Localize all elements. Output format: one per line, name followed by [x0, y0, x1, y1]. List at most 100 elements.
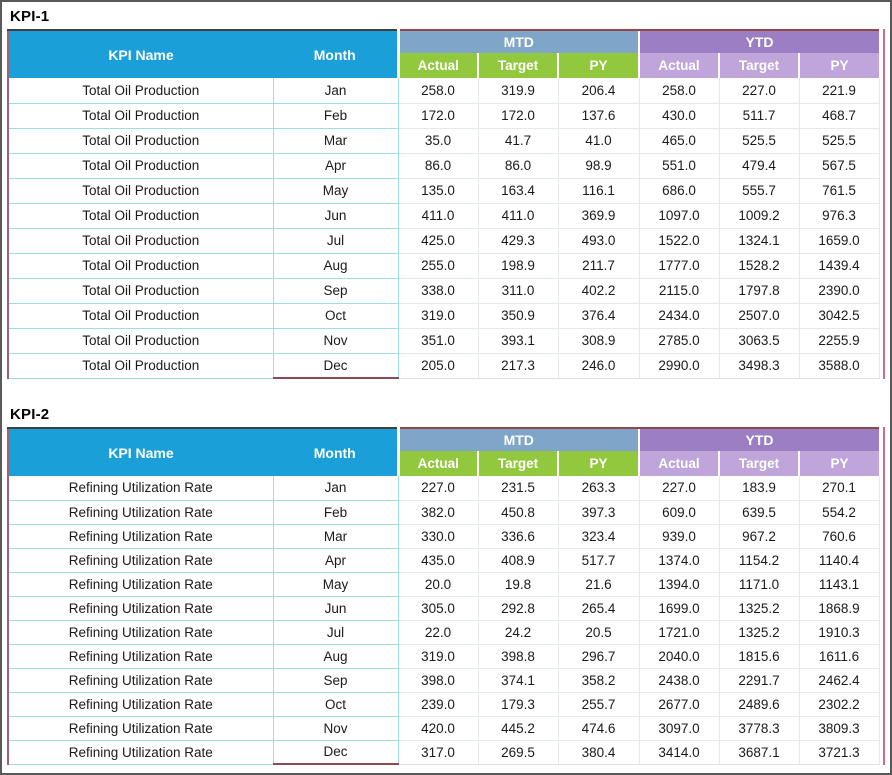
table-row: Total Oil Production Feb 172.0 172.0 137.6 43…	[8, 103, 880, 129]
kpi-name-cell: Refining Utilization Rate	[8, 668, 274, 693]
value-cell: 258.0	[398, 78, 479, 104]
value-cell: 3498.3	[719, 353, 800, 379]
kpi-1-table: KPI Name Month MTD YTD Actual Target PY …	[7, 29, 880, 379]
value-cell: 939.0	[639, 524, 720, 549]
table-row: Refining Utilization Rate May 20.0 19.8 21.6…	[8, 572, 880, 597]
value-cell: 3687.1	[719, 740, 800, 765]
value-cell: 179.3	[478, 692, 559, 717]
value-cell: 183.9	[719, 476, 800, 501]
ytd-target-header: Target	[718, 451, 800, 476]
value-cell: 338.0	[398, 278, 479, 304]
table-row: Refining Utilization Rate Oct 239.0 179.3 25…	[8, 692, 880, 717]
table-row: Refining Utilization Rate Dec 317.0 269.5 38…	[8, 740, 880, 765]
value-cell: 511.7	[719, 103, 800, 129]
value-cell: 311.0	[478, 278, 559, 304]
value-cell: 554.2	[799, 500, 880, 525]
month-cell: Feb	[273, 500, 399, 525]
kpi-name-cell: Total Oil Production	[8, 203, 274, 229]
value-cell: 465.0	[639, 128, 720, 154]
month-cell: Oct	[273, 692, 399, 717]
mtd-actual-header: Actual	[396, 53, 478, 78]
mtd-band-header: MTD	[396, 427, 640, 451]
month-cell: Apr	[273, 548, 399, 573]
month-cell: Aug	[273, 644, 399, 669]
table-row: Total Oil Production Jan 258.0 319.9 206.4 25…	[8, 78, 880, 104]
value-cell: 1439.4	[799, 253, 880, 279]
value-cell: 1528.2	[719, 253, 800, 279]
value-cell: 21.6	[558, 572, 640, 597]
kpi-name-cell: Total Oil Production	[8, 78, 274, 104]
value-cell: 336.6	[478, 524, 559, 549]
table-row: Refining Utilization Rate Jul 22.0 24.2 20.5…	[8, 620, 880, 645]
kpi-name-cell: Refining Utilization Rate	[8, 644, 274, 669]
value-cell: 2302.2	[799, 692, 880, 717]
value-cell: 263.3	[558, 476, 640, 501]
kpi-name-cell: Total Oil Production	[8, 153, 274, 179]
kpi-name-cell: Refining Utilization Rate	[8, 692, 274, 717]
value-cell: 308.9	[558, 328, 640, 354]
value-cell: 376.4	[558, 303, 640, 329]
value-cell: 425.0	[398, 228, 479, 254]
value-cell: 1374.0	[639, 548, 720, 573]
table-row: Total Oil Production Sep 338.0 311.0 402.2 21…	[8, 278, 880, 304]
value-cell: 468.7	[799, 103, 880, 129]
kpi-name-cell: Total Oil Production	[8, 228, 274, 254]
value-cell: 1325.2	[719, 620, 800, 645]
value-cell: 269.5	[478, 740, 559, 765]
value-cell: 198.9	[478, 253, 559, 279]
value-cell: 1699.0	[639, 596, 720, 621]
value-cell: 41.0	[558, 128, 640, 154]
table-row: Refining Utilization Rate Sep 398.0 374.1 35…	[8, 668, 880, 693]
value-cell: 3588.0	[799, 353, 880, 379]
value-cell: 1522.0	[639, 228, 720, 254]
kpi-name-cell: Refining Utilization Rate	[8, 596, 274, 621]
mtd-target-header: Target	[477, 451, 558, 476]
value-cell: 493.0	[558, 228, 640, 254]
month-cell: Jul	[273, 620, 399, 645]
value-cell: 1140.4	[799, 548, 880, 573]
value-cell: 411.0	[478, 203, 559, 229]
month-cell: Sep	[273, 278, 399, 304]
value-cell: 1910.3	[799, 620, 880, 645]
table-row: Total Oil Production Nov 351.0 393.1 308.9 27…	[8, 328, 880, 354]
value-cell: 1815.6	[719, 644, 800, 669]
value-cell: 221.9	[799, 78, 880, 104]
value-cell: 2462.4	[799, 668, 880, 693]
value-cell: 2115.0	[639, 278, 720, 304]
value-cell: 397.3	[558, 500, 640, 525]
value-cell: 1611.6	[799, 644, 880, 669]
value-cell: 319.0	[398, 303, 479, 329]
value-cell: 393.1	[478, 328, 559, 354]
ytd-actual-header: Actual	[638, 451, 720, 476]
value-cell: 382.0	[398, 500, 479, 525]
value-cell: 255.0	[398, 253, 479, 279]
value-cell: 398.0	[398, 668, 479, 693]
value-cell: 1868.9	[799, 596, 880, 621]
value-cell: 430.0	[639, 103, 720, 129]
table-row: Total Oil Production May 135.0 163.4 116.1 68…	[8, 178, 880, 204]
kpi-name-cell: Refining Utilization Rate	[8, 500, 274, 525]
value-cell: 2255.9	[799, 328, 880, 354]
value-cell: 255.7	[558, 692, 640, 717]
value-cell: 2507.0	[719, 303, 800, 329]
value-cell: 41.7	[478, 128, 559, 154]
kpi-1-table-wrapper: KPI Name Month MTD YTD Actual Target PY …	[7, 29, 885, 379]
value-cell: 3809.3	[799, 716, 880, 741]
value-cell: 3414.0	[639, 740, 720, 765]
value-cell: 296.7	[558, 644, 640, 669]
value-cell: 1721.0	[639, 620, 720, 645]
value-cell: 435.0	[398, 548, 479, 573]
value-cell: 172.0	[398, 103, 479, 129]
value-cell: 686.0	[639, 178, 720, 204]
value-cell: 172.0	[478, 103, 559, 129]
value-cell: 2677.0	[639, 692, 720, 717]
value-cell: 1659.0	[799, 228, 880, 254]
month-cell: May	[273, 178, 399, 204]
value-cell: 1797.8	[719, 278, 800, 304]
value-cell: 239.0	[398, 692, 479, 717]
value-cell: 555.7	[719, 178, 800, 204]
value-cell: 19.8	[478, 572, 559, 597]
month-cell: Nov	[273, 716, 399, 741]
value-cell: 2390.0	[799, 278, 880, 304]
value-cell: 2040.0	[639, 644, 720, 669]
